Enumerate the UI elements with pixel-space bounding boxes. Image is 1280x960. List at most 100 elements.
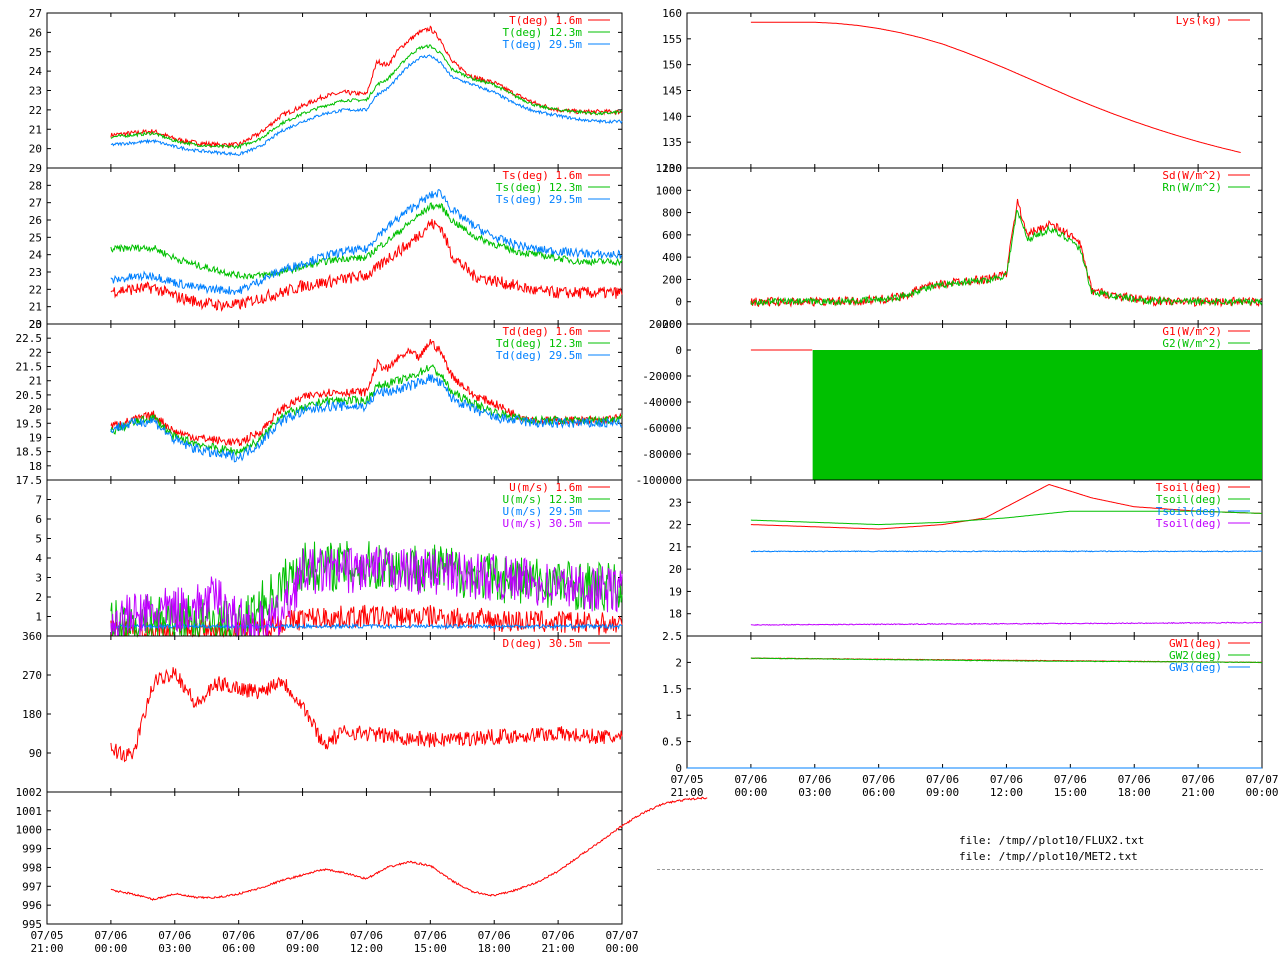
- series-line: [750, 21, 1241, 153]
- x-tick-date: 07/06: [350, 929, 383, 942]
- x-tick-time: 09:00: [286, 942, 319, 955]
- series-line: [750, 621, 1263, 626]
- y-tick-label: -100000: [636, 474, 682, 487]
- y-tick-label: -200: [656, 318, 683, 331]
- y-tick-label: 1000: [16, 824, 43, 837]
- x-tick-time: 21:00: [30, 942, 63, 955]
- y-tick-label: 22: [29, 283, 42, 296]
- series-line: [750, 550, 1262, 553]
- x-tick-date: 07/06: [1054, 773, 1087, 786]
- x-tick-date: 07/06: [478, 929, 511, 942]
- x-tick-date: 07/06: [798, 773, 831, 786]
- y-tick-label: 22: [29, 346, 42, 359]
- y-tick-label: 180: [22, 708, 42, 721]
- y-tick-label: 26: [29, 26, 42, 39]
- x-tick-date: 07/06: [414, 929, 447, 942]
- y-tick-label: 19.5: [16, 417, 43, 430]
- y-tick-label: 29: [29, 162, 42, 175]
- legend-label: T(deg) 29.5m: [503, 38, 583, 51]
- legend-label: GW2(deg): [1169, 649, 1222, 662]
- y-tick-label: 1001: [16, 805, 43, 818]
- y-tick-label: 20: [669, 563, 682, 576]
- y-tick-label: 24: [29, 249, 43, 262]
- y-tick-label: 2: [675, 656, 682, 669]
- y-tick-label: 18.5: [16, 446, 43, 459]
- legend-label: G1(W/m^2): [1162, 325, 1222, 338]
- y-tick-label: 17.5: [16, 474, 43, 487]
- series-area: [812, 350, 1262, 480]
- y-tick-label: 21: [669, 541, 682, 554]
- y-tick-label: 995: [22, 918, 42, 931]
- x-tick-time: 15:00: [414, 942, 447, 955]
- y-tick-label: 800: [662, 207, 682, 220]
- x-tick-time: 21:00: [1182, 786, 1215, 799]
- y-tick-label: 1.5: [662, 683, 682, 696]
- y-tick-label: 0: [675, 344, 682, 357]
- x-tick-time: 00:00: [94, 942, 127, 955]
- x-tick-time: 12:00: [990, 786, 1023, 799]
- y-tick-label: 1200: [656, 162, 683, 175]
- x-tick-time: 00:00: [1245, 786, 1278, 799]
- y-tick-label: 7: [35, 494, 42, 507]
- y-tick-label: 160: [662, 7, 682, 20]
- y-tick-label: 23: [29, 318, 42, 331]
- x-tick-time: 03:00: [158, 942, 191, 955]
- y-tick-label: 19: [669, 585, 682, 598]
- series-line: [110, 622, 622, 630]
- y-tick-label: 23: [669, 496, 682, 509]
- series-line: [110, 44, 623, 150]
- x-tick-time: 21:00: [542, 942, 575, 955]
- legend-label: Ts(deg) 12.3m: [496, 181, 582, 194]
- x-tick-date: 07/06: [1118, 773, 1151, 786]
- y-tick-label: 999: [22, 843, 42, 856]
- y-tick-label: 21: [29, 301, 42, 314]
- x-tick-time: 06:00: [222, 942, 255, 955]
- y-tick-label: 23: [29, 85, 42, 98]
- series-line: [110, 218, 623, 313]
- legend-label: Td(deg) 29.5m: [496, 349, 582, 362]
- panel-frame: [46, 791, 623, 925]
- legend-label: Ts(deg) 1.6m: [503, 169, 583, 182]
- x-tick-time: 21:00: [670, 786, 703, 799]
- x-tick-time: 18:00: [1118, 786, 1151, 799]
- x-tick-date: 07/06: [222, 929, 255, 942]
- x-tick-time: 09:00: [926, 786, 959, 799]
- y-tick-label: 130: [662, 162, 682, 175]
- legend-label: U(m/s) 29.5m: [503, 505, 583, 518]
- legend-label: Ts(deg) 29.5m: [496, 193, 582, 206]
- series-line: [750, 209, 1263, 307]
- y-tick-label: 0: [675, 296, 682, 309]
- y-tick-label: 360: [22, 630, 42, 643]
- x-tick-date: 07/06: [1182, 773, 1215, 786]
- legend-label: Tsoil(deg): [1156, 505, 1222, 518]
- y-tick-label: 27: [29, 197, 42, 210]
- y-tick-label: 2: [35, 591, 42, 604]
- x-tick-date: 07/06: [542, 929, 575, 942]
- footer-separator: [657, 869, 1263, 870]
- series-line: [110, 202, 623, 280]
- series-line: [110, 796, 708, 901]
- y-tick-label: -20000: [642, 370, 682, 383]
- legend-label: Tsoil(deg): [1156, 493, 1222, 506]
- y-tick-label: 1002: [16, 786, 43, 799]
- y-tick-label: 28: [29, 179, 42, 192]
- y-tick-label: 21: [29, 123, 42, 136]
- y-tick-label: 20: [29, 143, 42, 156]
- y-tick-label: 20000: [649, 318, 682, 331]
- y-tick-label: 998: [22, 861, 42, 874]
- legend-label: Td(deg) 12.3m: [496, 337, 582, 350]
- y-tick-label: 997: [22, 880, 42, 893]
- y-tick-label: 20: [29, 403, 42, 416]
- series-line: [750, 483, 1262, 530]
- y-tick-label: 6: [35, 513, 42, 526]
- y-tick-label: -60000: [642, 422, 682, 435]
- series-line: [110, 54, 623, 157]
- x-tick-time: 18:00: [478, 942, 511, 955]
- x-tick-date: 07/06: [926, 773, 959, 786]
- y-tick-label: 3: [35, 572, 42, 585]
- y-tick-label: 19: [29, 431, 42, 444]
- series-line: [110, 546, 623, 638]
- x-tick-date: 07/07: [605, 929, 638, 942]
- y-tick-label: 1: [35, 611, 42, 624]
- y-tick-label: 150: [662, 59, 682, 72]
